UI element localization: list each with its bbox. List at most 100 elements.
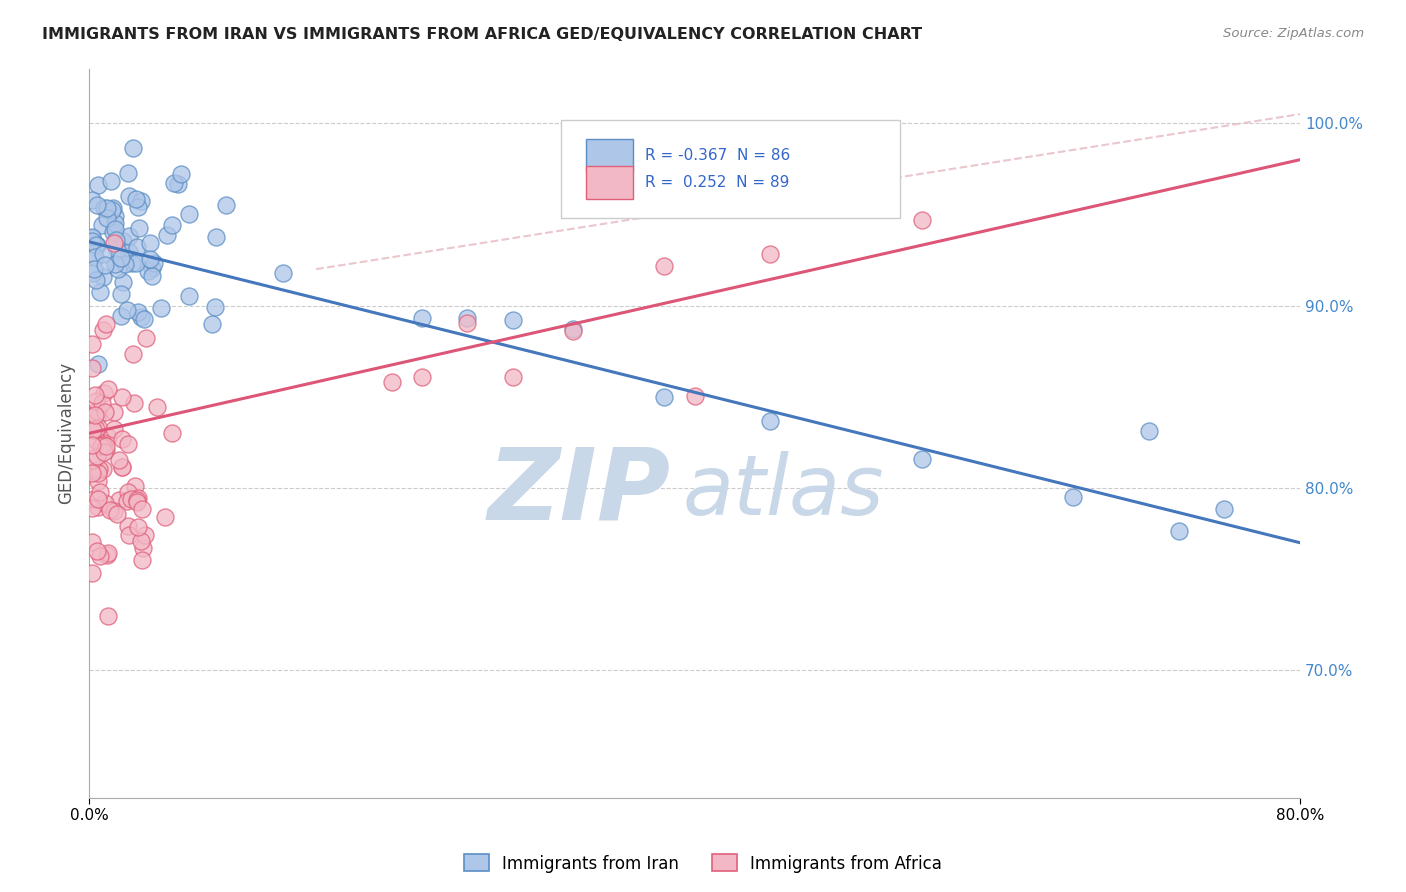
Point: [562, 324, 585, 338]
Point: [179, 289, 201, 303]
Point: [93, 201, 115, 215]
Point: [502, 312, 524, 326]
Point: [97, 383, 120, 397]
Point: [118, 228, 141, 243]
Point: [910, 212, 932, 227]
Point: [89, 285, 111, 300]
Point: [141, 260, 163, 275]
Point: [104, 209, 127, 223]
Point: [83, 261, 105, 276]
Point: [110, 251, 132, 265]
Point: [86, 543, 108, 558]
Text: R = -0.367  N = 86: R = -0.367 N = 86: [645, 148, 790, 163]
Point: [94, 496, 117, 510]
Point: [103, 422, 125, 436]
Point: [82, 535, 104, 549]
Point: [169, 167, 191, 181]
Point: [271, 266, 294, 280]
Point: [107, 492, 129, 507]
Point: [134, 312, 156, 326]
Point: [456, 316, 478, 330]
Point: [100, 173, 122, 187]
Point: [93, 436, 115, 450]
Point: [120, 492, 142, 507]
Point: [87, 466, 110, 480]
Point: [87, 500, 110, 515]
Point: [215, 198, 238, 212]
Point: [87, 357, 110, 371]
Point: [84, 394, 107, 409]
Point: [1167, 524, 1189, 538]
Point: [122, 141, 145, 155]
Point: [87, 491, 110, 506]
Point: [82, 235, 104, 249]
Point: [107, 262, 129, 277]
Point: [104, 216, 127, 230]
Point: [86, 449, 108, 463]
Point: [104, 222, 127, 236]
Point: [118, 245, 141, 260]
Point: [127, 494, 149, 508]
Point: [97, 545, 120, 559]
Point: [124, 479, 146, 493]
Point: [82, 266, 104, 280]
Point: [134, 527, 156, 541]
Point: [86, 238, 108, 252]
Point: [121, 347, 143, 361]
Point: [683, 389, 706, 403]
Point: [90, 439, 112, 453]
Point: [103, 235, 125, 250]
Point: [115, 494, 138, 508]
Point: [127, 201, 149, 215]
Point: [98, 503, 121, 517]
Point: [82, 566, 104, 581]
Point: [103, 503, 125, 517]
Point: [97, 608, 120, 623]
Point: [160, 426, 183, 441]
Point: [84, 251, 107, 265]
Point: [411, 311, 433, 326]
Point: [93, 269, 115, 284]
Point: [1213, 501, 1236, 516]
Point: [456, 310, 478, 325]
Point: [118, 188, 141, 202]
Point: [759, 414, 782, 428]
Point: [132, 541, 155, 556]
Point: [114, 257, 136, 271]
Point: [112, 275, 135, 289]
Point: [93, 247, 115, 261]
FancyBboxPatch shape: [561, 120, 900, 218]
Text: atlas: atlas: [682, 451, 884, 533]
Point: [84, 238, 107, 252]
Point: [131, 553, 153, 567]
Point: [117, 437, 139, 451]
Point: [94, 317, 117, 331]
Point: [84, 272, 107, 286]
Point: [103, 404, 125, 418]
Point: [87, 474, 110, 488]
Point: [117, 484, 139, 499]
Point: [1137, 424, 1160, 438]
Point: [125, 240, 148, 254]
Point: [104, 233, 127, 247]
Point: [111, 390, 134, 404]
Point: [93, 385, 115, 400]
Point: [125, 192, 148, 206]
Point: [156, 227, 179, 242]
Point: [96, 439, 118, 453]
Point: [122, 396, 145, 410]
Point: [166, 177, 188, 191]
Point: [153, 510, 176, 524]
Point: [110, 286, 132, 301]
Point: [82, 193, 104, 207]
Point: [381, 375, 404, 389]
Text: IMMIGRANTS FROM IRAN VS IMMIGRANTS FROM AFRICA GED/EQUIVALENCY CORRELATION CHART: IMMIGRANTS FROM IRAN VS IMMIGRANTS FROM …: [42, 27, 922, 42]
Point: [145, 400, 167, 414]
Point: [125, 256, 148, 270]
Point: [82, 423, 104, 437]
Point: [562, 321, 585, 335]
Point: [96, 201, 118, 215]
Point: [129, 194, 152, 208]
Point: [91, 396, 114, 410]
Point: [84, 388, 107, 402]
